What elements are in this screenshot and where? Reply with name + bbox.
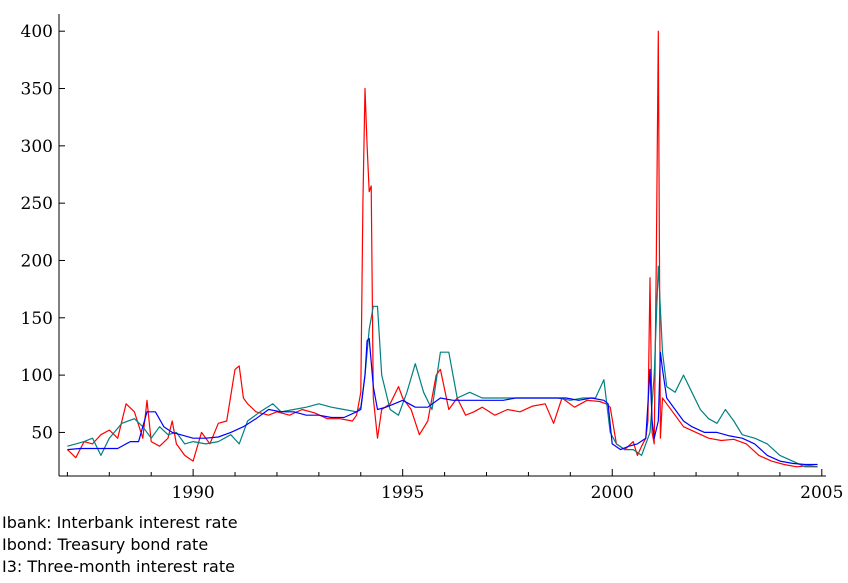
y-tick-label: 350 xyxy=(21,80,53,100)
x-tick-label: 2000 xyxy=(591,483,634,503)
y-tick-label: 250 xyxy=(21,194,53,214)
legend-entry-i3: I3: Three-month interest rate xyxy=(2,557,235,576)
x-axis-ticks: 1990 1995 2000 2005 xyxy=(66,469,843,503)
legend: Ibank: Interbank interest rate Ibond: Tr… xyxy=(2,512,238,578)
series-lines xyxy=(66,30,818,468)
y-tick-label: 200 xyxy=(21,251,53,271)
series-line-i3 xyxy=(67,337,818,466)
x-tick-label: 1995 xyxy=(381,483,424,503)
y-tick-label: 150 xyxy=(21,309,53,329)
x-tick-label: 2005 xyxy=(800,483,843,503)
y-tick-label: 400 xyxy=(21,22,53,42)
x-tick-label: 1990 xyxy=(171,483,214,503)
line-chart: 50 100 150 200 250 300 350 400 1990 1995 2000 2005 xyxy=(21,14,843,503)
y-tick-label: 300 xyxy=(21,137,53,157)
legend-entry-ibond: Ibond: Treasury bond rate xyxy=(2,535,209,554)
chart-axes xyxy=(58,14,826,477)
y-tick-label: 100 xyxy=(21,366,53,386)
y-tick-label: 50 xyxy=(31,423,53,443)
series-line-ibond xyxy=(67,265,818,468)
legend-entry-ibank: Ibank: Interbank interest rate xyxy=(2,513,238,532)
series-line-ibank xyxy=(66,30,818,468)
y-axis-ticks: 50 100 150 200 250 300 350 400 xyxy=(21,22,65,443)
